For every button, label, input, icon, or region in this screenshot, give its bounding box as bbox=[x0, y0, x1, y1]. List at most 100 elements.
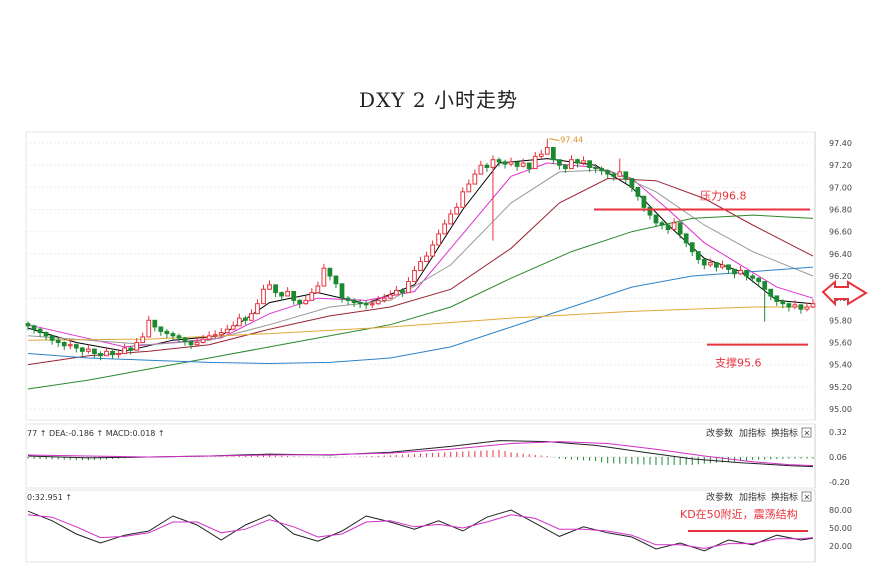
candlestick bbox=[563, 164, 568, 173]
candle-body bbox=[333, 275, 339, 285]
candle-body bbox=[617, 171, 623, 177]
candlestick bbox=[357, 299, 363, 309]
candle-body bbox=[400, 289, 405, 294]
candle-body bbox=[653, 214, 659, 224]
candlestick bbox=[707, 258, 713, 268]
candlestick bbox=[677, 222, 683, 239]
candle-body bbox=[707, 262, 713, 266]
candle-body bbox=[448, 213, 454, 225]
kd-tick-label: 50.00 bbox=[829, 524, 852, 533]
candle-body bbox=[188, 340, 194, 346]
price-tick-label: 96.60 bbox=[829, 228, 852, 237]
candlestick bbox=[472, 169, 478, 185]
moving-average-line-3 bbox=[27, 169, 814, 346]
candlestick-panel[interactable]: 97.4097.2097.0096.8096.6096.4096.2096.00… bbox=[25, 131, 868, 421]
candle-body bbox=[327, 267, 333, 277]
candle-body bbox=[768, 288, 774, 297]
close-button[interactable] bbox=[801, 491, 812, 502]
candlestick bbox=[327, 267, 333, 281]
candlestick bbox=[79, 346, 85, 356]
macd-tick-label: 0.32 bbox=[829, 428, 847, 437]
candle-body bbox=[303, 299, 309, 305]
candle-body bbox=[406, 281, 411, 294]
candlestick bbox=[182, 336, 188, 346]
candlestick bbox=[768, 288, 774, 301]
candlestick bbox=[140, 332, 146, 343]
close-icon[interactable]: × bbox=[804, 429, 811, 438]
candlestick bbox=[774, 295, 780, 306]
candlestick bbox=[683, 233, 689, 248]
candlestick bbox=[762, 281, 768, 322]
candle-body bbox=[67, 344, 73, 347]
candle-body bbox=[611, 173, 617, 177]
candlestick bbox=[581, 156, 586, 166]
candlestick bbox=[689, 242, 695, 257]
candlestick bbox=[514, 161, 520, 171]
candlestick bbox=[418, 257, 423, 271]
candle-body bbox=[412, 269, 417, 283]
candle-body bbox=[236, 317, 242, 327]
candlestick bbox=[122, 343, 127, 355]
candle-body bbox=[194, 341, 200, 346]
high-price-label: 97.44 bbox=[560, 136, 583, 145]
add-button[interactable]: 加指标 bbox=[739, 427, 766, 439]
candlestick bbox=[369, 299, 375, 309]
candle-body bbox=[206, 335, 212, 340]
params-button[interactable]: 改参数 bbox=[706, 491, 733, 503]
candle-body bbox=[508, 161, 514, 165]
price-tick-label: 97.00 bbox=[829, 183, 852, 192]
price-tick-label: 95.00 bbox=[829, 405, 852, 414]
candle-body bbox=[351, 299, 357, 304]
candlestick bbox=[665, 224, 671, 234]
candlestick bbox=[49, 335, 55, 345]
candle-body bbox=[92, 348, 97, 355]
candlestick bbox=[756, 277, 762, 286]
candlestick bbox=[255, 299, 260, 315]
candle-body bbox=[128, 347, 134, 351]
candle-body bbox=[110, 350, 115, 356]
candlestick bbox=[599, 166, 605, 176]
candlestick bbox=[309, 288, 315, 301]
candlestick bbox=[176, 333, 182, 343]
candle-body bbox=[424, 255, 429, 263]
candlestick bbox=[218, 328, 224, 337]
candlestick bbox=[98, 351, 103, 361]
candle-body bbox=[677, 222, 683, 235]
candlestick bbox=[454, 202, 460, 215]
close-button[interactable] bbox=[801, 427, 812, 438]
switch-button[interactable]: 换指标 bbox=[771, 427, 798, 439]
add-button[interactable]: 加指标 bbox=[739, 491, 766, 503]
candle-body bbox=[810, 303, 816, 308]
candlestick bbox=[279, 291, 284, 301]
price-tick-label: 95.20 bbox=[829, 383, 852, 392]
candlestick bbox=[611, 171, 617, 181]
candle-body bbox=[774, 295, 780, 302]
candlestick bbox=[61, 341, 67, 351]
candlestick bbox=[617, 158, 623, 177]
candle-body bbox=[683, 233, 689, 244]
candlestick bbox=[701, 258, 707, 270]
macd-panel[interactable]: 77 ↑ DEA:-0.186 ↑ MACD:0.018 ↑ 改参数 加指标 换指标 ×… bbox=[25, 423, 850, 489]
params-button[interactable]: 改参数 bbox=[706, 427, 733, 439]
candle-body bbox=[73, 344, 79, 349]
candlestick bbox=[496, 157, 502, 167]
candlestick bbox=[750, 273, 755, 283]
kd-panel[interactable]: 0:32.951 ↑ 改参数 加指标 换指标 × 80.00 50.00 20.00 KD在50… bbox=[25, 489, 852, 563]
candlestick bbox=[520, 158, 526, 168]
candle-body bbox=[212, 334, 218, 337]
close-icon[interactable]: × bbox=[804, 493, 811, 502]
candle-body bbox=[170, 333, 176, 337]
macd-dea-line bbox=[27, 441, 814, 467]
candle-body bbox=[593, 166, 598, 170]
candle-body bbox=[720, 264, 725, 268]
candle-body bbox=[158, 326, 164, 332]
switch-button[interactable]: 换指标 bbox=[771, 491, 798, 503]
candle-body bbox=[744, 269, 749, 277]
candlestick bbox=[73, 343, 79, 353]
candlestick bbox=[532, 151, 538, 170]
candle-body bbox=[436, 233, 441, 246]
candlestick bbox=[170, 331, 176, 341]
candlestick bbox=[194, 338, 200, 347]
candlestick bbox=[508, 157, 514, 167]
